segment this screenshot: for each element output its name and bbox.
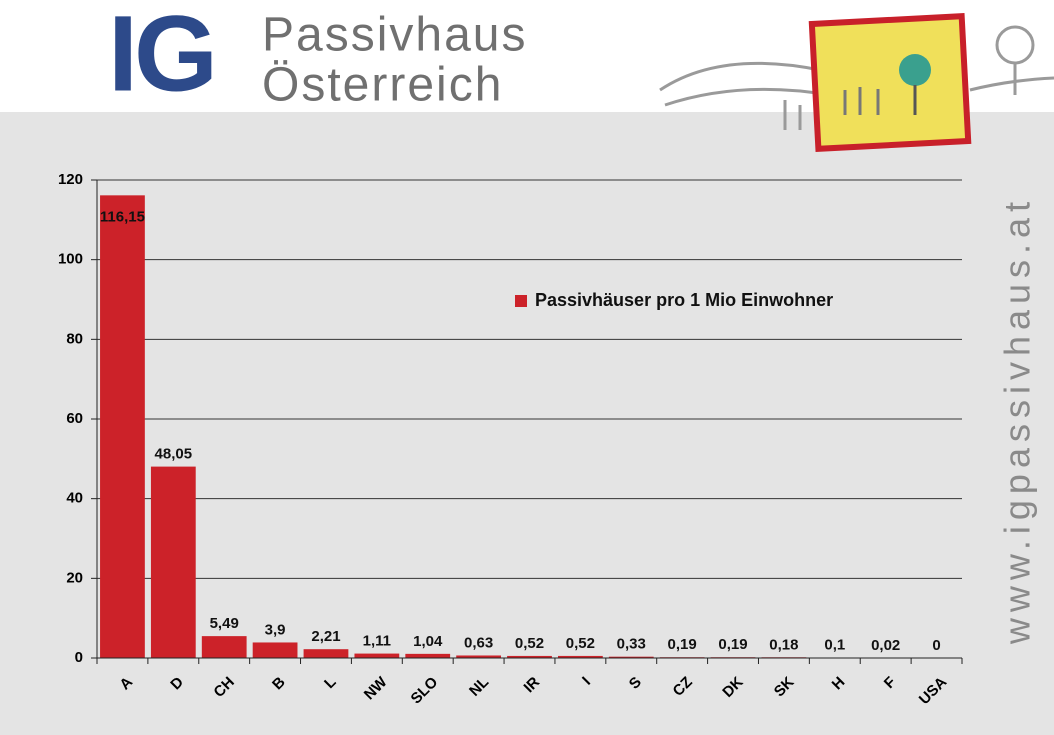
bar (557, 655, 603, 658)
bar (354, 653, 400, 658)
y-tick-label: 60 (66, 410, 83, 427)
bar (608, 656, 654, 658)
value-label: 0,1 (824, 637, 845, 654)
y-tick-label: 20 (66, 569, 83, 586)
value-label: 2,21 (311, 628, 340, 645)
bar (150, 466, 196, 658)
bar (252, 642, 298, 658)
value-label: 3,9 (265, 621, 286, 638)
value-label: 5,49 (210, 615, 239, 632)
website: www.igpassivhaus.at (997, 196, 1038, 645)
value-label: 1,11 (363, 633, 391, 650)
value-label: 48,05 (155, 446, 193, 463)
value-label: 0,33 (617, 636, 646, 653)
value-label: 116,15 (100, 208, 145, 225)
value-label: 0,52 (566, 635, 595, 652)
bar (201, 636, 247, 658)
value-label: 0,63 (464, 634, 493, 651)
logo-line1: Passivhaus (262, 9, 527, 62)
value-label: 0,52 (515, 635, 544, 652)
logo: IG (108, 0, 214, 114)
value-label: 0,02 (871, 637, 900, 654)
bar (405, 653, 451, 658)
y-tick-label: 0 (75, 649, 83, 666)
y-tick-label: 40 (66, 490, 83, 507)
value-label: 0,19 (718, 636, 747, 653)
bar (303, 649, 349, 658)
value-label: 1,04 (413, 633, 443, 650)
bar (456, 655, 502, 658)
value-label: 0 (932, 637, 940, 654)
y-tick-label: 100 (58, 251, 83, 268)
value-label: 0,18 (769, 636, 798, 653)
logo-line2: Österreich (262, 59, 503, 112)
legend-label: Passivhäuser pro 1 Mio Einwohner (535, 290, 833, 310)
y-tick-label: 120 (58, 171, 83, 188)
illustration (659, 13, 1054, 152)
bar (100, 195, 145, 659)
bar (507, 655, 552, 658)
y-tick-label: 80 (66, 330, 83, 347)
legend-swatch (515, 295, 527, 307)
value-label: 0,19 (668, 636, 697, 653)
